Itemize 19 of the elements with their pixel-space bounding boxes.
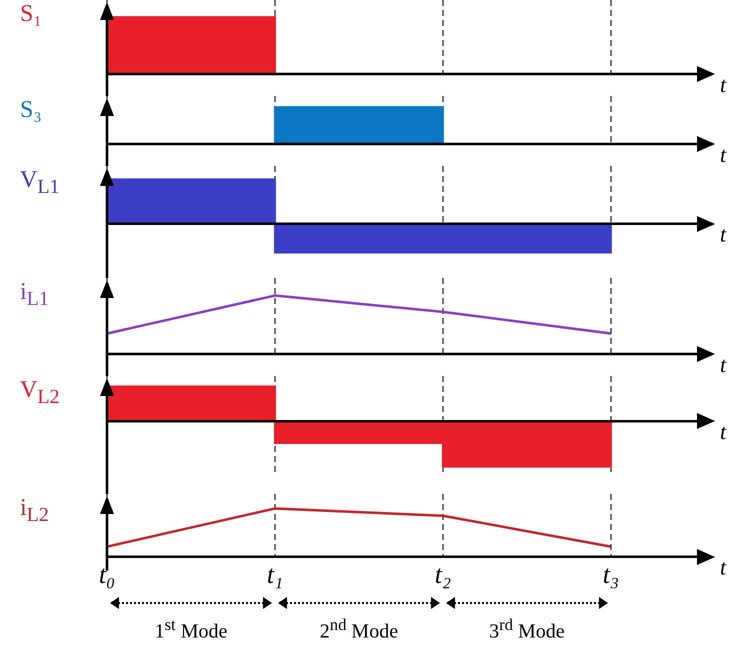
y-axis-title: i$_{L1}$ (20, 279, 49, 310)
x-axis-title: t (720, 142, 727, 167)
y-axis-title: S₁ (20, 1, 42, 27)
x-axis-title: t (720, 352, 727, 377)
text: 3$^{rd}$ Mode (489, 614, 565, 644)
x-tick-label: t₂ (434, 560, 452, 590)
text: 2$^{nd}$ Mode (320, 614, 398, 644)
x-axis-title: t (720, 554, 727, 580)
text: 1$^{st}$ Mode (154, 614, 228, 644)
y-axis-title: V$_{L2}$ (20, 377, 60, 408)
y-axis-title: S₃ (20, 97, 42, 123)
x-tick-label: t₁ (266, 560, 284, 590)
x-axis-title: t (720, 419, 727, 444)
x-axis-title: t (720, 72, 727, 97)
y-axis-title: i$_{L2}$ (20, 495, 49, 526)
y-axis-title: V$_{L1}$ (20, 167, 60, 198)
x-tick-label: t₃ (602, 560, 619, 590)
x-tick-label: t₀ (98, 560, 116, 590)
x-axis-title: t (720, 221, 727, 246)
